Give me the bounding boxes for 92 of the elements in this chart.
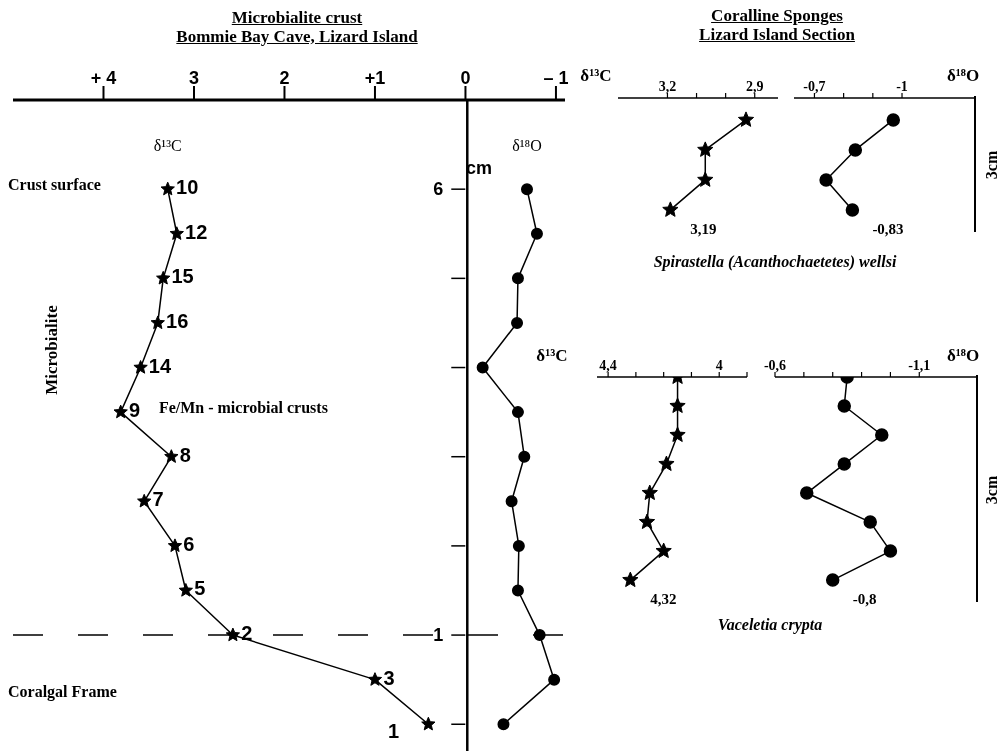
annotation: 15 [171, 265, 194, 289]
text: Vaceletia crypta [717, 616, 823, 634]
x-tick-label: 2,9 [745, 79, 764, 94]
point [476, 361, 489, 374]
point [548, 673, 561, 686]
annotation: 1 [388, 720, 400, 744]
point [875, 428, 889, 442]
point [511, 406, 524, 419]
point [367, 672, 383, 686]
x-tick-label: – 1 [543, 68, 569, 88]
point [837, 457, 852, 471]
point [505, 495, 518, 508]
annotation: 7 [152, 488, 164, 512]
x-tick-label: -1,1 [908, 358, 931, 373]
x-tick-label: 4,4 [599, 358, 617, 373]
point [655, 542, 672, 559]
y-axis-title: Microbialite [42, 305, 62, 395]
annotation: Crust surface [8, 176, 101, 194]
point [497, 718, 510, 731]
point [518, 450, 531, 463]
point [845, 203, 860, 217]
chart-subtitle: Lizard Island Section [699, 25, 855, 44]
point [669, 397, 686, 413]
point [156, 270, 171, 285]
x-axis-title: δ¹⁸O [946, 346, 980, 366]
point [511, 584, 524, 597]
point [658, 455, 675, 472]
x-axis-title: δ¹³C [580, 66, 612, 86]
chart-title: Microbialite crust [230, 8, 364, 27]
point [669, 426, 686, 442]
point [819, 173, 833, 187]
point [133, 360, 148, 374]
point [421, 716, 436, 731]
text: 3cm [983, 150, 1001, 180]
text: δ¹⁸O [512, 137, 542, 155]
x-tick-label: 4 [715, 358, 723, 373]
point [886, 113, 901, 127]
annotation: 10 [176, 176, 199, 200]
x-tick-label: -0,6 [763, 358, 787, 373]
x-tick-label: 3 [188, 68, 199, 88]
point [883, 544, 898, 558]
point [799, 486, 814, 500]
point [837, 399, 852, 413]
point [113, 404, 128, 419]
annotation: 6 [183, 532, 195, 556]
annotation: 16 [166, 309, 189, 333]
point [512, 539, 525, 552]
point [511, 316, 524, 329]
point [137, 493, 152, 508]
x-tick-label: -0,7 [803, 79, 826, 94]
x-tick-label: 3,2 [658, 79, 677, 94]
point [169, 226, 184, 240]
annotation: 14 [148, 354, 172, 378]
point [520, 183, 533, 196]
point [167, 538, 183, 553]
chart-subtitle: Bommie Bay Cave, Lizard Island [176, 27, 418, 46]
point [530, 227, 543, 240]
x-tick-label: +1 [364, 68, 386, 88]
x-tick-label: 2 [279, 68, 290, 88]
annotation: 5 [194, 577, 206, 601]
annotation: 12 [185, 220, 208, 244]
point [641, 484, 658, 501]
point [164, 449, 179, 463]
point [638, 513, 656, 530]
text: Spirastella (Acanthochaetetes) wellsi [653, 253, 897, 271]
point [825, 573, 840, 587]
text: 3cm [983, 475, 1001, 505]
point [863, 515, 877, 529]
series-label: δ¹³C [153, 137, 182, 155]
point [178, 582, 193, 597]
x-axis-title: δ¹⁸O [946, 66, 980, 86]
x-axis-title: δ¹³C [536, 346, 568, 366]
point [160, 181, 175, 196]
x-tick-label: 0 [460, 68, 471, 88]
point [622, 571, 639, 588]
annotation: 9 [128, 399, 140, 423]
data-label: -0,83 [872, 220, 904, 237]
annotation: 3 [383, 666, 395, 690]
chart-title: Coralline Sponges [710, 6, 844, 25]
point [150, 315, 165, 330]
data-label: -0,8 [852, 591, 877, 608]
annotation: Coralgal Frame [8, 683, 117, 701]
point [533, 629, 546, 642]
point [225, 627, 241, 642]
data-label: 3,19 [690, 220, 717, 237]
x-tick-label: -1 [896, 79, 908, 94]
point [511, 272, 524, 285]
annotation: Fe/Mn - microbial crusts [158, 399, 328, 418]
point [848, 143, 863, 157]
x-tick-label: + 4 [90, 68, 117, 88]
data-label: 4,32 [650, 591, 677, 608]
annotation: 8 [179, 443, 191, 467]
